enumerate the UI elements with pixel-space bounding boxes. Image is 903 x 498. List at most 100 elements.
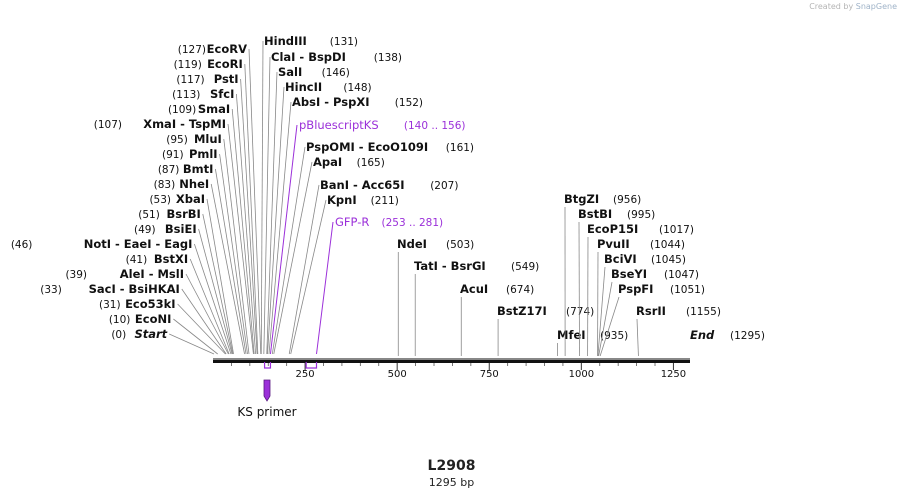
site-name-left: SacI - BsiHKAI [89, 282, 180, 296]
site-name-upper: AbsI - PspXI [292, 95, 370, 109]
site-position-left: (31) [99, 299, 121, 311]
site-connector [263, 56, 271, 355]
site-position-upper: (138) [374, 52, 402, 64]
site-position-left: (109) [168, 104, 196, 116]
primer-label: pBluescriptKS [299, 118, 379, 132]
site-connector [240, 78, 258, 355]
feature-label: KS primer [237, 405, 296, 419]
site-connector [210, 183, 245, 355]
site-name-left: Eco53kI [125, 297, 176, 311]
site-position-upper: (211) [371, 195, 399, 207]
site-name-right: PspFI [618, 282, 653, 296]
site-position-upper: (152) [395, 97, 423, 109]
site-connector [181, 288, 227, 355]
site-connector [185, 273, 229, 355]
site-name-mid: AcuI [460, 282, 488, 296]
sequence-name: L2908 [427, 458, 476, 474]
site-position-left: (107) [94, 119, 122, 131]
site-position-right: (956) [613, 194, 641, 206]
site-position-right: (1155) [686, 306, 721, 318]
site-name-left: BstXI [154, 252, 188, 266]
site-connector [215, 168, 247, 355]
site-connector [290, 199, 327, 355]
site-position-left: (0) [111, 329, 126, 341]
site-connector [273, 161, 313, 355]
site-name-left: Start [134, 327, 167, 341]
site-position-left: (46) [11, 239, 33, 251]
site-connector [177, 303, 226, 355]
site-position-mid: (935) [600, 330, 628, 342]
site-name-left: NheI [179, 177, 209, 191]
snapgene-credit: Created by SnapGene [809, 2, 897, 11]
site-name-mid: BstZ17I [497, 304, 547, 318]
site-connector [223, 138, 250, 355]
site-connector [169, 333, 215, 355]
site-name-right: BstBI [578, 207, 612, 221]
site-connector [227, 123, 254, 355]
site-position-left: (95) [166, 134, 188, 146]
site-position-right: (1295) [730, 330, 765, 342]
site-position-left: (53) [149, 194, 171, 206]
site-name-left: XmaI - TspMI [143, 117, 226, 131]
site-name-left: EcoRI [207, 57, 243, 71]
site-position-right: (1044) [650, 239, 685, 251]
site-connector [267, 86, 285, 355]
site-position-upper: (207) [430, 180, 458, 192]
axis-tick-label: 1250 [661, 369, 686, 380]
site-position-left: (51) [138, 209, 160, 221]
ks-primer-feature-arrow[interactable] [263, 379, 271, 402]
primer-bracket [263, 362, 272, 369]
site-position-left: (87) [158, 164, 180, 176]
site-connector [173, 318, 218, 355]
site-position-left: (127) [178, 44, 206, 56]
site-position-left: (39) [65, 269, 87, 281]
site-name-left: BsiEI [165, 222, 197, 236]
site-connector [194, 243, 232, 355]
primer-bracket [305, 362, 318, 369]
axis-tick-label: 1000 [569, 369, 594, 380]
site-name-right: End [690, 328, 715, 342]
site-name-right: PvuII [597, 237, 630, 251]
site-connector [189, 258, 230, 355]
credit-prefix: Created by [809, 2, 854, 11]
site-connector [202, 213, 234, 355]
site-position-mid: (774) [566, 306, 594, 318]
site-position-right: (1047) [664, 269, 699, 281]
site-name-mid: MfeI [557, 328, 586, 342]
site-name-right: BtgZI [564, 192, 599, 206]
site-connector [268, 101, 292, 355]
site-name-left: XbaI [176, 192, 205, 206]
site-name-left: PstI [214, 72, 239, 86]
site-position-right: (1045) [651, 254, 686, 266]
site-name-left: PmlI [189, 147, 218, 161]
site-position-left: (33) [40, 284, 62, 296]
site-name-left: EcoRV [207, 42, 247, 56]
site-position-upper: (146) [322, 67, 350, 79]
site-name-upper: BanI - Acc65I [320, 178, 405, 192]
site-position-upper: (131) [330, 36, 358, 48]
site-connector [236, 93, 257, 355]
axis-tick-label: 500 [388, 369, 407, 380]
site-name-upper: ApaI [313, 155, 342, 169]
site-name-mid: NdeI [397, 237, 427, 251]
site-position-upper: (165) [357, 157, 385, 169]
site-position-left: (83) [154, 179, 176, 191]
site-position-upper: (148) [343, 82, 371, 94]
primer-connector [316, 221, 334, 355]
site-connector [231, 108, 255, 355]
site-name-upper: HincII [285, 80, 322, 94]
site-connector [260, 40, 264, 355]
site-name-left: BsrBI [166, 207, 200, 221]
site-connector [266, 71, 278, 355]
site-name-left: EcoNI [135, 312, 171, 326]
site-connector [198, 228, 233, 355]
sequence-backbone [213, 358, 690, 363]
snapgene-logo: SnapGene [855, 2, 897, 11]
site-position-right: (1051) [670, 284, 705, 296]
site-position-left: (41) [126, 254, 148, 266]
site-name-upper: KpnI [327, 193, 357, 207]
site-connector [636, 318, 639, 357]
site-position-mid: (503) [446, 239, 474, 251]
site-connector [219, 153, 248, 355]
